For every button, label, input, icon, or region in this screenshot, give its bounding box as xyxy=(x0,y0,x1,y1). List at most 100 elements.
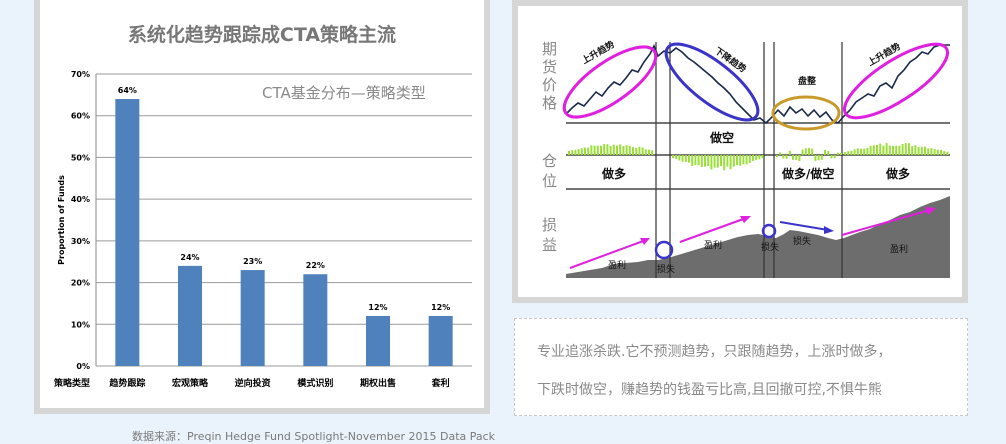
price-label-3: 价 xyxy=(542,76,557,94)
bar-chart: 0% 10% 20% 30% 40% 50% 60% 70% Proportion of Fun… xyxy=(53,70,472,389)
bar-value-label: 64% xyxy=(118,86,137,95)
chart-title: 系统化趋势跟踪成CTA策略主流 xyxy=(127,24,397,46)
position-bar xyxy=(694,155,697,166)
trend-diagram-card: 期 货 价 格 仓 位 损 益 xyxy=(518,6,962,297)
position-bar xyxy=(788,150,791,155)
position-bar xyxy=(580,148,583,155)
position-bar xyxy=(827,150,830,155)
position-label-mixed: 做多/做空 xyxy=(781,166,834,181)
position-bar xyxy=(739,155,742,166)
downtrend-ellipse xyxy=(664,42,760,122)
position-bar xyxy=(908,143,910,155)
y-tick-label: 20% xyxy=(71,279,90,288)
position-bar xyxy=(860,148,862,155)
position-bar xyxy=(833,155,836,159)
position-bar xyxy=(866,147,869,155)
range-ellipse xyxy=(771,95,841,131)
position-bar xyxy=(729,155,732,170)
position-bar xyxy=(824,149,826,155)
pnl-label-2: 益 xyxy=(542,236,557,254)
chart-subtitle: CTA基金分布—策略类型 xyxy=(262,84,426,102)
pnl-label-loss-1: 损失 xyxy=(657,263,675,275)
position-bar xyxy=(914,145,917,155)
profit-arrow-head-3 xyxy=(925,207,936,215)
position-bar xyxy=(940,149,942,155)
position-bar xyxy=(820,155,823,160)
x-tick-label: 套利 xyxy=(432,377,450,389)
position-bar xyxy=(675,155,678,160)
x-tick-label: 期权出售 xyxy=(360,377,396,389)
bar xyxy=(115,99,140,367)
x-tick-label: 逆向投资 xyxy=(235,377,271,389)
position-bar xyxy=(716,155,719,168)
position-label-long-2: 做多 xyxy=(885,166,910,181)
position-bar xyxy=(885,143,888,155)
position-bar xyxy=(745,155,748,165)
position-bar xyxy=(840,153,842,155)
position-bar xyxy=(876,144,878,155)
trend-diagram-panel: 期 货 价 格 仓 位 损 益 xyxy=(512,0,968,303)
position-bar xyxy=(609,146,612,155)
loss-circle-2 xyxy=(761,223,777,239)
bar xyxy=(178,265,202,366)
position-bar xyxy=(872,145,875,155)
y-tick-label: 40% xyxy=(71,195,90,204)
y-axis-label: Proportion of Funds xyxy=(57,175,66,265)
position-bar xyxy=(723,155,726,171)
position-bar xyxy=(904,143,907,155)
price-label-4: 格 xyxy=(542,94,557,112)
y-tick-label: 60% xyxy=(71,112,90,121)
position-bar xyxy=(920,146,923,155)
position-histogram xyxy=(568,143,949,171)
description-line-1: 专业追涨杀跌.它不预测趋势，只跟随趋势，上涨时做多， xyxy=(537,344,892,360)
bar-chart-card: 系统化趋势跟踪成CTA策略主流 CTA基金分布—策略类型 0% 10% 20% 30%… xyxy=(40,0,484,408)
position-bar xyxy=(795,155,798,160)
profit-arrow-2 xyxy=(679,217,747,243)
position-bar xyxy=(936,149,939,155)
position-bar xyxy=(776,155,778,157)
uptrend-ellipse-2 xyxy=(843,42,949,120)
description-box: 专业追涨杀跌.它不预测趋势，只跟随趋势，上涨时做多， 下跌时做空，赚趋势的钱盈亏… xyxy=(514,318,968,416)
position-bar xyxy=(792,155,794,160)
loss-circle-1 xyxy=(654,240,674,260)
position-bar xyxy=(632,147,634,155)
profit-arrow-head-1 xyxy=(640,238,650,245)
profit-arrow-1 xyxy=(569,239,647,269)
position-label-long-1: 做多 xyxy=(601,166,626,181)
position-bar xyxy=(863,148,866,155)
position-bar xyxy=(895,145,898,155)
position-bar xyxy=(710,155,713,170)
position-bar xyxy=(888,145,891,155)
price-label-2: 货 xyxy=(542,58,557,76)
position-bar xyxy=(684,155,687,162)
position-bar xyxy=(641,147,644,155)
position-bar xyxy=(817,155,820,161)
position-bar xyxy=(892,145,894,155)
position-bar xyxy=(882,145,885,155)
position-label-2: 位 xyxy=(542,172,557,190)
data-source: 数据来源：Preqin Hedge Fund Spotlight-Novembe… xyxy=(132,430,496,443)
bar xyxy=(303,274,328,366)
bar xyxy=(366,315,390,366)
position-bar xyxy=(606,144,609,155)
position-bar xyxy=(869,145,872,155)
pnl-label-1: 损 xyxy=(542,216,557,234)
position-bar xyxy=(625,145,628,155)
pnl-label-loss-2: 损失 xyxy=(761,241,779,253)
bar-value-label: 22% xyxy=(306,261,325,270)
bar-value-label: 24% xyxy=(180,253,199,262)
bar-value-label: 23% xyxy=(243,257,262,266)
bar-value-label: 12% xyxy=(368,303,387,312)
uptrend-ellipse-1 xyxy=(562,45,658,119)
position-bar xyxy=(853,149,856,155)
position-bar xyxy=(590,145,593,155)
price-label-1: 期 xyxy=(542,40,557,58)
x-tick-label: 趋势跟踪 xyxy=(109,377,145,389)
position-bar xyxy=(622,146,625,155)
position-bar xyxy=(635,147,638,155)
position-bar xyxy=(830,155,833,159)
position-bar xyxy=(748,155,751,163)
position-bar xyxy=(688,155,690,163)
position-bar xyxy=(755,155,758,161)
pnl-label-profit-3: 盈利 xyxy=(890,243,908,255)
